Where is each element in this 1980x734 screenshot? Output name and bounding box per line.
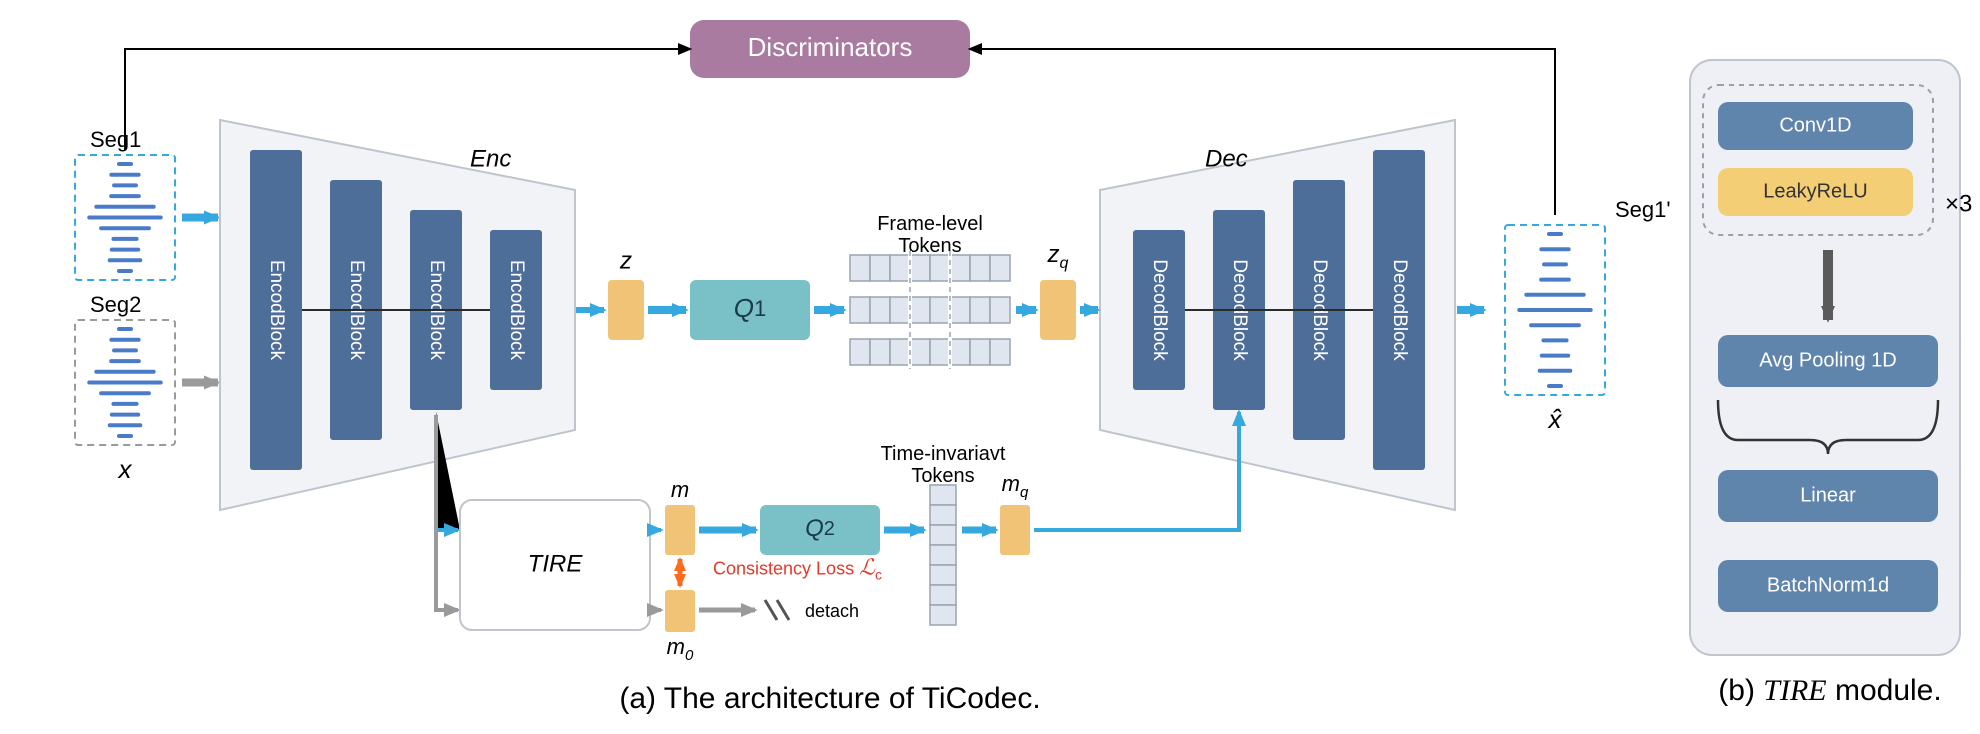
frame-token-cell <box>950 297 970 323</box>
diagram-root: Discriminators Seg1 Seg2 x Enc EncodBlock Enco… <box>0 0 1980 734</box>
frame-token-cell <box>950 255 970 281</box>
tire-block-label-linear: Linear <box>1800 484 1856 506</box>
q2-label: Q2 <box>805 515 835 542</box>
frame-token-cell <box>930 339 950 365</box>
timeinv-tokens-label: Time-invariavtTokens <box>881 443 1006 487</box>
encodblock-label: EncodBlock <box>506 260 527 361</box>
tire-block-label-batchnorm: BatchNorm1d <box>1767 574 1889 596</box>
consistency-label: Consistency Loss ℒc <box>713 555 882 583</box>
zq-block <box>1040 280 1076 340</box>
times3-label: ×3 <box>1945 190 1972 217</box>
frame-token-cell <box>990 297 1010 323</box>
frame-token-cell <box>870 339 890 365</box>
xhat-label: x̂ <box>1547 404 1563 434</box>
encodblock-label: EncodBlock <box>266 260 287 361</box>
timeinv-token-cell <box>930 485 956 505</box>
frame-token-cell <box>990 339 1010 365</box>
tire-block-label-avgpool: Avg Pooling 1D <box>1759 349 1897 371</box>
timeinv-token-cell <box>930 505 956 525</box>
decodblock-label: DecodBlock <box>1149 259 1170 361</box>
detach-label: detach <box>805 601 859 621</box>
caption-b: (b) TIRE module. <box>1718 674 1941 707</box>
frame-token-cell <box>970 255 990 281</box>
frame-token-cell <box>930 297 950 323</box>
z-label: z <box>619 247 632 274</box>
enc-label: Enc <box>470 145 511 172</box>
frame-token-cell <box>890 339 910 365</box>
timeinv-token-cell <box>930 565 956 585</box>
m-label: m <box>671 477 689 502</box>
frame-token-cell <box>950 339 970 365</box>
m-block <box>665 505 695 555</box>
frame-token-cell <box>870 297 890 323</box>
decodblock-label: DecodBlock <box>1389 259 1410 361</box>
frame-token-cell <box>970 339 990 365</box>
frame-token-cell <box>850 297 870 323</box>
frame-token-cell <box>890 255 910 281</box>
discriminators-label: Discriminators <box>748 32 913 62</box>
frame-token-cell <box>970 297 990 323</box>
seg2-waveform <box>75 320 175 445</box>
detach-slash <box>765 600 777 620</box>
frame-token-cell <box>850 339 870 365</box>
frame-token-cell <box>850 255 870 281</box>
tire-label: TIRE <box>528 550 584 577</box>
frame-token-cell <box>930 255 950 281</box>
seg1p-waveform <box>1505 225 1605 395</box>
mq-block <box>1000 505 1030 555</box>
frame-token-cell <box>910 339 930 365</box>
m0-label: m0 <box>667 634 694 664</box>
seg1p-label: Seg1' <box>1615 197 1671 222</box>
seg2-label: Seg2 <box>90 292 141 317</box>
z-block <box>608 280 644 340</box>
tire-block-label-conv1d: Conv1D <box>1779 114 1851 136</box>
frame-token-cell <box>910 297 930 323</box>
timeinv-token-cell <box>930 525 956 545</box>
frame-tokens-label: Frame-levelTokens <box>877 213 983 257</box>
frame-token-cell <box>890 297 910 323</box>
caption-a: (a) The architecture of TiCodec. <box>619 682 1040 715</box>
detach-slash <box>777 600 789 620</box>
frame-token-cell <box>870 255 890 281</box>
q1-label: Q1 <box>734 293 766 323</box>
m0-block <box>665 590 695 632</box>
arrow-seg1-to-disc <box>125 49 690 150</box>
dec-label: Dec <box>1205 145 1248 172</box>
x-label: x <box>117 454 133 484</box>
zq-label: zq <box>1047 241 1069 272</box>
timeinv-token-cell <box>930 545 956 565</box>
seg1-label: Seg1 <box>90 127 141 152</box>
frame-token-cell <box>990 255 1010 281</box>
timeinv-token-cell <box>930 605 956 625</box>
mq-label: mq <box>1002 471 1029 501</box>
timeinv-token-cell <box>930 585 956 605</box>
seg1-waveform <box>75 155 175 280</box>
tire-block-label-leakyrelu: LeakyReLU <box>1763 180 1868 202</box>
frame-token-cell <box>910 255 930 281</box>
